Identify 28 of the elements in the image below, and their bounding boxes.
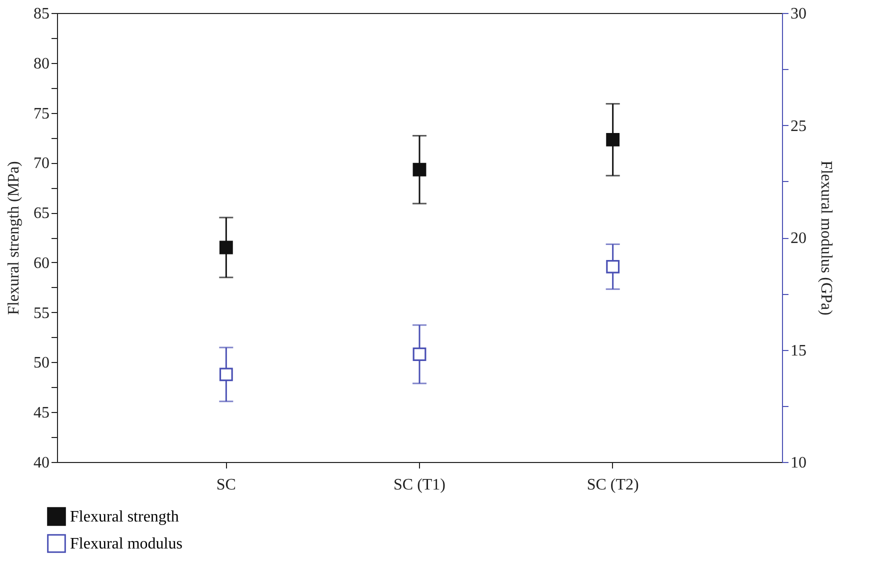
legend-label: Flexural strength	[70, 508, 179, 526]
y-tick-label: 75	[34, 105, 50, 122]
point	[412, 162, 426, 176]
legend-label: Flexural modulus	[70, 536, 182, 552]
x-tick-label: SC (T1)	[394, 476, 446, 494]
point	[412, 348, 426, 361]
y-tick-label: 70	[34, 155, 50, 172]
point	[219, 368, 233, 382]
y-tick-label: 45	[34, 404, 50, 422]
y-tick-label: 50	[34, 354, 50, 372]
y-tick-label: 85	[34, 6, 50, 22]
y-tick-label: 60	[34, 254, 50, 272]
x-tick-label: SC (T2)	[586, 476, 639, 494]
y2-axis-title: Flexural modulus (GPa)	[818, 160, 834, 316]
y2-tick-label: 15	[790, 342, 806, 360]
y2-tick-label: 25	[790, 118, 806, 135]
point	[219, 240, 233, 254]
y-tick-label: 65	[34, 205, 50, 222]
y-axis-title: Flexural strength (MPa)	[6, 161, 22, 315]
point	[606, 260, 620, 274]
point	[606, 133, 620, 146]
y2-tick-label: 20	[790, 230, 806, 247]
y-tick-label: 80	[34, 55, 50, 72]
y-tick-label: 40	[34, 454, 50, 472]
y-tick-label: 55	[34, 304, 50, 322]
y2-tick-label: 10	[790, 454, 806, 472]
x-tick-label: SC	[216, 476, 236, 494]
y2-tick-label: 30	[790, 6, 806, 22]
